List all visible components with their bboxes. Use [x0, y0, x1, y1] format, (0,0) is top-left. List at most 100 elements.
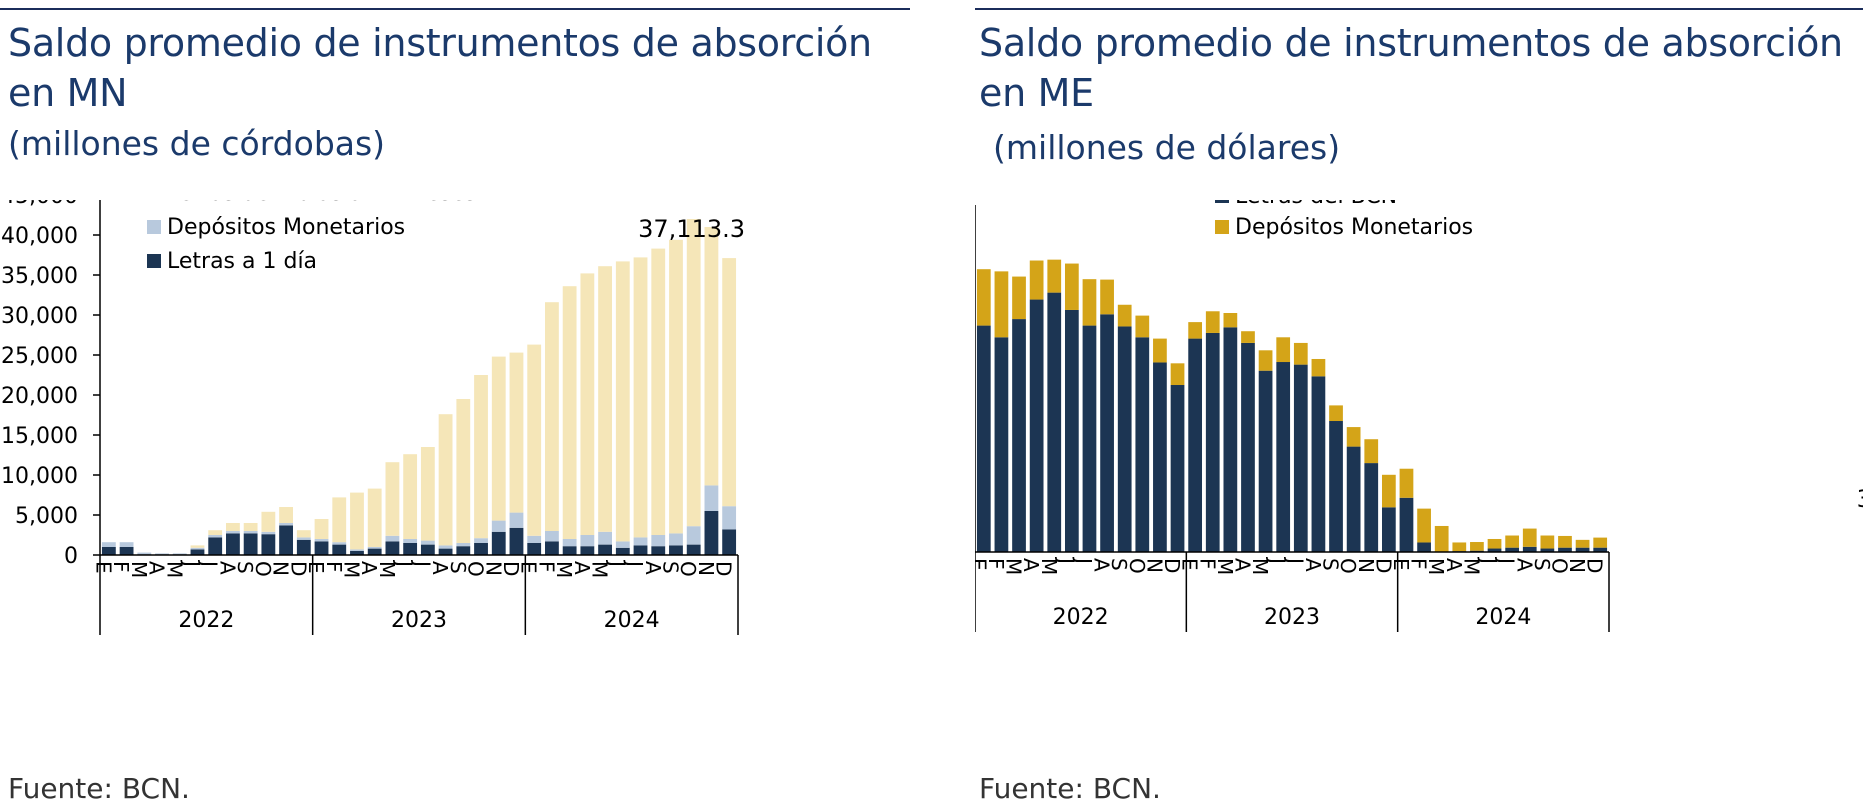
bar-segment-0	[367, 548, 382, 555]
bar-segment-0	[438, 548, 453, 555]
bar-segment-2	[509, 352, 524, 513]
bar-segment-0	[1100, 314, 1114, 552]
bar-segment-1	[651, 535, 666, 547]
bar-segment-0	[722, 529, 737, 555]
me-stacked-bar-chart: 0.0100.0200.0300.0400.0500.0600.0700.080…	[975, 200, 1863, 632]
bar-segment-2	[190, 545, 205, 548]
bar-segment-0	[633, 545, 648, 555]
bar-segment-1	[137, 552, 152, 555]
month-tick-label: D	[712, 561, 736, 576]
bar-segment-0	[1311, 376, 1326, 552]
bar-segment-1	[119, 542, 134, 547]
month-tick-label: J	[1283, 556, 1307, 564]
bar-segment-2	[456, 399, 471, 543]
bar-segment-0	[474, 543, 488, 555]
bar-segment-0	[509, 527, 524, 555]
bar-segment-0	[190, 549, 205, 555]
month-tick-label: M	[552, 561, 576, 578]
month-tick-label: J	[1054, 556, 1078, 564]
bar-segment-1	[314, 539, 329, 542]
month-tick-label: N	[694, 561, 718, 576]
bar-segment-2	[669, 239, 683, 534]
bar-segment-0	[1505, 547, 1520, 552]
bar-segment-1	[1311, 358, 1326, 377]
bar-segment-0	[1487, 548, 1502, 552]
month-tick-label: S	[1107, 558, 1131, 571]
bar-segment-1	[509, 512, 524, 528]
month-tick-label: D	[1160, 558, 1184, 573]
y-tick-label: 0	[64, 544, 78, 569]
y-tick-label: 5,000	[15, 504, 78, 529]
bar-segment-2	[580, 273, 595, 535]
bar-segment-1	[580, 535, 595, 547]
bar-segment-0	[491, 531, 506, 555]
bar-segment-0	[385, 541, 400, 555]
bar-segment-1	[976, 269, 991, 326]
bar-segment-1	[1346, 427, 1361, 447]
bar-segment-1	[1082, 279, 1097, 326]
mn-chart-panel: Saldo promedio de instrumentos de absorc…	[0, 0, 920, 809]
month-tick-label: E	[1389, 558, 1413, 571]
bar-segment-0	[403, 543, 418, 555]
bar-segment-2	[491, 356, 506, 521]
legend-label: Letras de 7 días a 12 meses	[167, 200, 476, 206]
bar-segment-2	[527, 344, 542, 536]
bar-segment-2	[651, 248, 666, 535]
bar-segment-1	[1417, 508, 1431, 543]
month-tick-label: N	[1142, 558, 1166, 573]
bar-segment-1	[155, 553, 169, 555]
month-tick-label: M	[375, 561, 399, 578]
bar-segment-1	[208, 535, 223, 538]
bar-segment-1	[243, 531, 258, 534]
month-tick-label: S	[1319, 558, 1343, 571]
month-tick-label: D	[286, 561, 310, 576]
bar-segment-1	[1364, 439, 1379, 464]
month-tick-label: A	[1019, 558, 1043, 572]
bar-segment-1	[1329, 405, 1343, 422]
bar-segment-0	[1575, 547, 1590, 552]
y-tick-label: 20,000	[1, 384, 78, 409]
bar-segment-1	[1153, 338, 1167, 363]
month-tick-label: F	[1195, 558, 1219, 570]
legend-label: Depósitos Monetarios	[1235, 215, 1473, 240]
bar-segment-0	[350, 551, 364, 555]
bar-segment-0	[456, 546, 471, 555]
bar-segment-1	[562, 539, 577, 547]
bar-segment-0	[332, 544, 347, 555]
year-label: 2024	[1475, 605, 1531, 630]
month-tick-label: M	[1459, 558, 1483, 575]
bar-segment-0	[1047, 292, 1062, 552]
bar-segment-1	[1258, 350, 1273, 371]
month-tick-label: D	[499, 561, 523, 576]
bar-segment-2	[562, 286, 577, 539]
month-tick-label: M	[1213, 558, 1237, 575]
bar-segment-1	[1064, 263, 1079, 310]
bar-segment-0	[669, 545, 683, 555]
bar-segment-0	[1012, 319, 1026, 552]
month-tick-label: J	[1477, 556, 1501, 564]
bar-segment-0	[1135, 337, 1150, 552]
bar-segment-0	[1522, 546, 1537, 552]
bar-segment-1	[456, 543, 471, 547]
bar-segment-0	[243, 533, 258, 555]
month-tick-label: F	[322, 561, 346, 573]
month-tick-label: M	[339, 561, 363, 578]
bar-segment-1	[350, 549, 364, 551]
month-tick-label: M	[1037, 558, 1061, 575]
month-tick-label: A	[428, 561, 452, 575]
y-tick-label: 15,000	[1, 424, 78, 449]
bar-segment-0	[1381, 507, 1396, 552]
bar-segment-2	[332, 497, 347, 543]
bar-segment-1	[474, 538, 488, 543]
month-tick-label: A	[641, 561, 665, 575]
y-tick-label: 40,000	[1, 224, 78, 249]
month-tick-label: E	[517, 561, 541, 574]
month-tick-label: M	[127, 561, 151, 578]
month-tick-label: M	[1002, 558, 1026, 575]
legend-label: Depósitos Monetarios	[167, 215, 405, 240]
bar-segment-2	[279, 507, 293, 523]
chart-source: Fuente: BCN.	[8, 772, 190, 805]
bar-segment-1	[1047, 259, 1062, 293]
bar-segment-0	[1029, 299, 1044, 552]
bar-segment-0	[1258, 370, 1273, 552]
